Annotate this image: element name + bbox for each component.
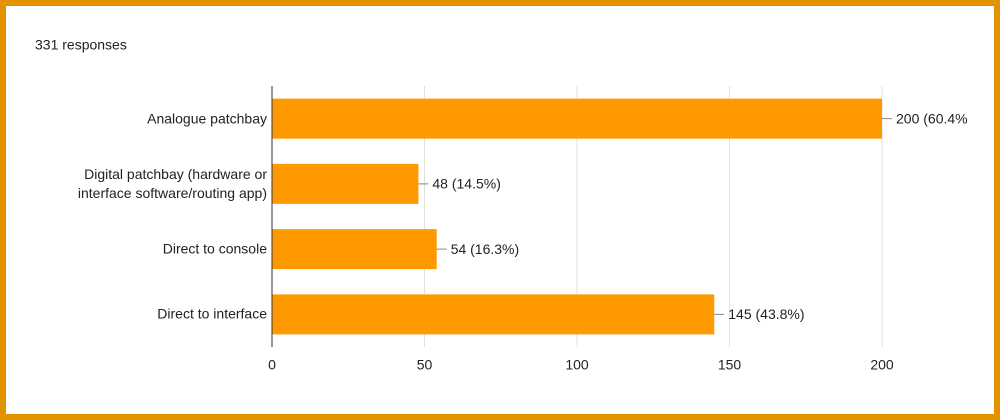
bar [272,98,882,139]
bar [272,229,437,270]
category-label: Direct to interface [157,305,267,322]
bar [272,163,419,204]
value-label: 54 (16.3%) [451,241,519,257]
bar [272,294,715,335]
value-label: 145 (43.8%) [728,306,804,322]
category-label: Digital patchbay (hardware or interface … [77,165,267,201]
chart-title: 331 responses [35,37,127,53]
x-tick-label: 200 [870,357,894,373]
x-tick-label: 50 [417,357,433,373]
category-label: Direct to console [162,240,267,257]
x-tick-label: 150 [718,357,742,373]
x-tick-label: 100 [565,357,589,373]
category-label: Analogue patchbay [147,110,267,127]
value-label: 200 (60.4% [896,110,968,126]
x-tick-label: 0 [268,357,276,373]
value-label: 48 (14.5%) [432,176,500,192]
